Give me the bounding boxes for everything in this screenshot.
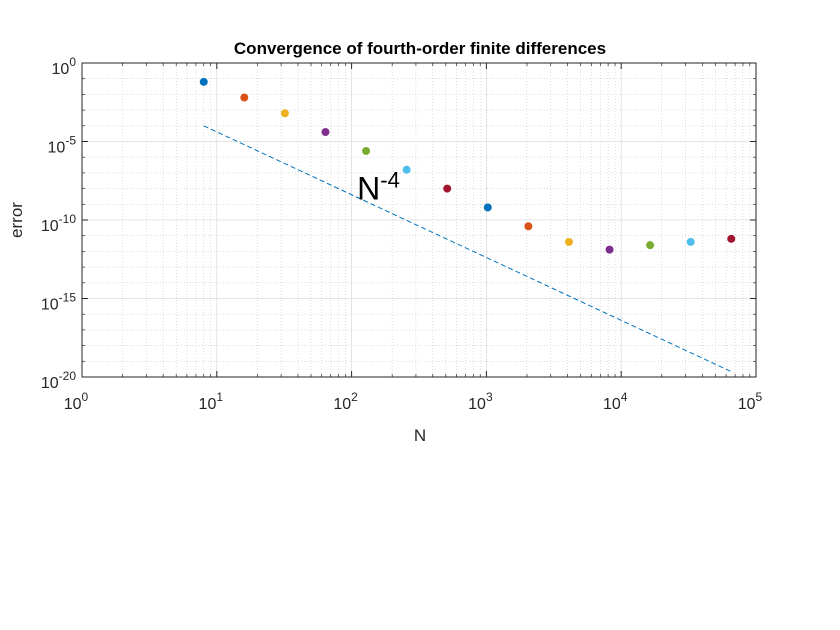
y-tick-base: 10 (48, 140, 66, 157)
y-tick-label: 10-15 (41, 291, 76, 314)
y-tick-exponent: 0 (69, 55, 76, 69)
x-tick-base: 10 (64, 396, 82, 413)
x-tick-labels: 100 101 102 103 104 105 (64, 390, 763, 413)
data-points (199, 77, 736, 254)
data-point (443, 184, 452, 193)
data-point (646, 241, 655, 250)
y-tick-exponent: -5 (65, 134, 76, 148)
x-tick-base: 10 (738, 396, 756, 413)
reference-line (203, 125, 732, 373)
x-tick-label: 100 (64, 390, 89, 413)
x-tick-exponent: 4 (621, 390, 628, 404)
x-tick-label: 104 (603, 390, 628, 413)
x-tick-base: 10 (603, 396, 621, 413)
x-tick-label: 105 (738, 390, 763, 413)
x-tick-base: 10 (468, 396, 486, 413)
slope-annotation: N-4 (357, 167, 400, 206)
data-point (240, 93, 249, 102)
x-tick-exponent: 2 (351, 390, 358, 404)
data-point (402, 165, 411, 174)
slope-annotation-base: N (357, 170, 380, 206)
data-point (605, 245, 614, 254)
y-tick-label: 10-10 (41, 212, 76, 235)
data-point (321, 128, 330, 137)
y-tick-label: 10-20 (41, 369, 76, 392)
y-tick-base: 10 (41, 218, 59, 235)
axis-ticks (81, 62, 757, 378)
data-point (686, 237, 695, 246)
y-tick-base: 10 (52, 61, 70, 78)
x-tick-exponent: 1 (216, 390, 223, 404)
x-axis-label: N (414, 426, 426, 445)
data-point (280, 109, 289, 118)
y-tick-exponent: -10 (59, 212, 77, 226)
x-tick-exponent: 0 (82, 390, 89, 404)
x-tick-label: 102 (333, 390, 358, 413)
data-point (564, 237, 573, 246)
x-tick-label: 103 (468, 390, 493, 413)
x-tick-label: 101 (199, 390, 224, 413)
data-point (362, 146, 371, 155)
data-point (199, 77, 208, 86)
x-tick-exponent: 3 (486, 390, 493, 404)
reference-line-group (203, 125, 732, 373)
data-point (483, 203, 492, 212)
y-tick-base: 10 (41, 297, 59, 314)
y-tick-exponent: -15 (59, 291, 77, 305)
x-tick-base: 10 (333, 396, 351, 413)
y-tick-base: 10 (41, 375, 59, 392)
data-point (524, 222, 533, 231)
y-tick-label: 10-5 (48, 134, 77, 157)
chart-title: Convergence of fourth-order finite diffe… (234, 39, 606, 58)
data-point (727, 234, 736, 243)
x-tick-exponent: 5 (756, 390, 763, 404)
y-tick-exponent: -20 (59, 369, 77, 383)
x-tick-base: 10 (199, 396, 217, 413)
y-axis-label: error (7, 202, 26, 238)
y-tick-label: 100 (52, 55, 77, 78)
slope-annotation-exponent: -4 (380, 167, 400, 192)
